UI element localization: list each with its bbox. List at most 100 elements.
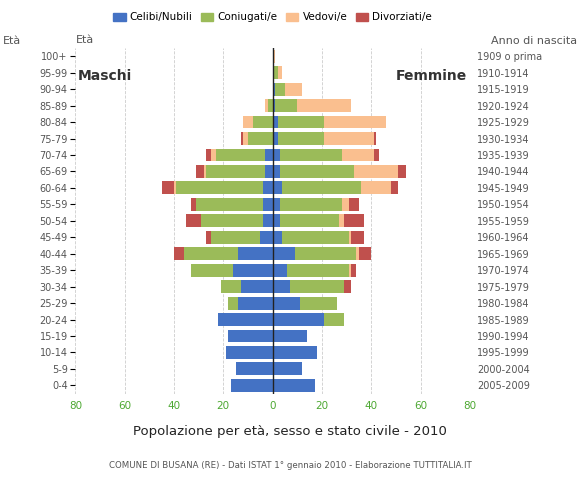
Text: Età: Età — [75, 35, 93, 45]
Bar — [206, 148, 211, 161]
Bar — [221, 280, 241, 293]
Bar — [268, 99, 273, 112]
Bar — [263, 181, 273, 194]
Bar — [211, 231, 260, 244]
Bar — [275, 99, 297, 112]
Bar — [361, 181, 391, 194]
Bar — [273, 330, 307, 342]
Bar — [186, 215, 201, 227]
Bar — [273, 165, 280, 178]
Bar — [273, 66, 278, 79]
Bar — [229, 330, 273, 342]
Bar — [273, 346, 317, 359]
Bar — [216, 148, 265, 161]
Bar — [273, 50, 275, 63]
Bar — [359, 247, 371, 260]
Bar — [273, 362, 302, 375]
Bar — [344, 215, 364, 227]
Bar — [174, 247, 184, 260]
Bar — [241, 280, 273, 293]
Bar — [300, 297, 337, 310]
Bar — [374, 132, 376, 145]
Bar — [339, 215, 344, 227]
Bar — [295, 247, 356, 260]
Bar — [235, 362, 273, 375]
Text: Femmine: Femmine — [396, 69, 467, 83]
Bar — [174, 181, 176, 194]
Bar — [243, 132, 248, 145]
Bar — [342, 148, 374, 161]
Bar — [273, 247, 295, 260]
Bar — [349, 264, 351, 276]
Bar — [238, 297, 273, 310]
Bar — [290, 280, 344, 293]
Bar — [263, 215, 273, 227]
Text: Età: Età — [3, 36, 21, 46]
Bar — [273, 379, 314, 392]
Bar — [273, 231, 282, 244]
Bar — [233, 264, 273, 276]
Bar — [278, 66, 282, 79]
Bar — [391, 181, 398, 194]
Bar — [398, 165, 405, 178]
Bar — [351, 231, 364, 244]
Bar — [273, 116, 278, 129]
Bar — [196, 198, 263, 211]
Bar — [273, 297, 300, 310]
Bar — [241, 132, 243, 145]
Bar — [278, 132, 324, 145]
Bar — [196, 165, 204, 178]
Bar — [324, 132, 374, 145]
Bar — [297, 99, 351, 112]
Bar — [342, 198, 349, 211]
Bar — [349, 231, 351, 244]
Bar — [349, 198, 359, 211]
Bar — [354, 165, 398, 178]
Bar — [285, 83, 302, 96]
Bar — [273, 148, 280, 161]
Text: Anno di nascita: Anno di nascita — [491, 36, 577, 46]
Bar — [280, 215, 339, 227]
Bar — [374, 148, 379, 161]
Bar — [162, 181, 174, 194]
Bar — [273, 313, 324, 326]
Bar — [282, 231, 349, 244]
Bar — [280, 165, 354, 178]
Bar — [273, 280, 290, 293]
Bar — [206, 231, 211, 244]
Text: Maschi: Maschi — [78, 69, 132, 83]
Bar — [273, 83, 275, 96]
Bar — [344, 280, 351, 293]
Bar — [226, 346, 273, 359]
Bar — [265, 99, 268, 112]
Bar — [206, 165, 265, 178]
Bar — [275, 83, 285, 96]
Bar — [273, 215, 280, 227]
Bar — [201, 215, 263, 227]
Bar — [351, 264, 356, 276]
Bar — [211, 148, 216, 161]
Bar — [219, 313, 273, 326]
Bar — [280, 198, 342, 211]
Bar — [248, 132, 273, 145]
Bar — [324, 116, 386, 129]
Bar — [191, 198, 196, 211]
Bar — [260, 231, 273, 244]
Bar — [273, 198, 280, 211]
Bar — [273, 181, 282, 194]
Bar — [229, 297, 238, 310]
Bar — [278, 116, 324, 129]
Bar — [265, 148, 273, 161]
Bar — [184, 247, 238, 260]
Bar — [176, 181, 263, 194]
Bar — [324, 313, 344, 326]
Bar — [356, 247, 359, 260]
Bar — [204, 165, 206, 178]
Bar — [238, 247, 273, 260]
Bar — [288, 264, 349, 276]
Bar — [191, 264, 233, 276]
Legend: Celibi/Nubili, Coniugati/e, Vedovi/e, Divorziati/e: Celibi/Nubili, Coniugati/e, Vedovi/e, Di… — [109, 8, 436, 26]
Bar — [231, 379, 273, 392]
Bar — [253, 116, 273, 129]
Text: Popolazione per età, sesso e stato civile - 2010: Popolazione per età, sesso e stato civil… — [133, 425, 447, 438]
